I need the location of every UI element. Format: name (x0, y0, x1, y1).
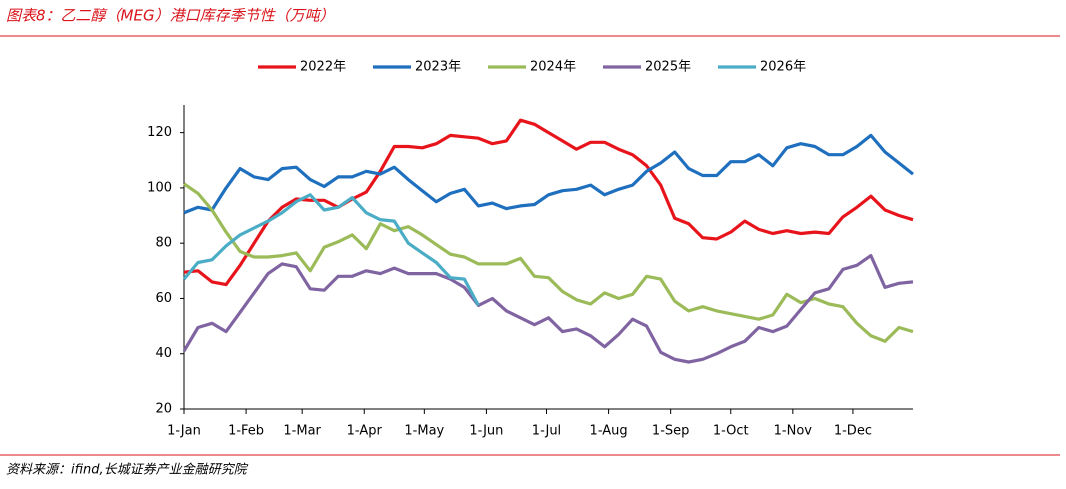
x-tick-label: 1-Aug (590, 424, 628, 439)
x-tick-label: 1-Oct (713, 424, 749, 439)
y-tick-label: 100 (147, 180, 172, 195)
legend-label: 2022年 (300, 60, 346, 75)
x-tick-label: 1-Dec (834, 424, 872, 439)
y-tick-label: 20 (155, 402, 172, 417)
x-tick-label: 1-Apr (347, 424, 383, 439)
series-line (183, 182, 914, 343)
y-tick-label: 120 (147, 125, 172, 140)
y-tick-label: 60 (155, 291, 172, 306)
x-tick-label: 1-Sep (652, 424, 689, 439)
x-tick-label: 1-Nov (774, 424, 813, 439)
y-tick-label: 80 (155, 236, 172, 251)
legend-label: 2023年 (415, 60, 461, 75)
x-tick-label: 1-Mar (283, 424, 321, 439)
x-tick-label: 1-Jul (532, 424, 561, 439)
series-line (183, 118, 914, 287)
x-tick-label: 1-May (404, 424, 444, 439)
legend-label: 2026年 (760, 60, 806, 75)
y-tick-label: 40 (155, 346, 172, 361)
chart-title: 图表8：乙二醇（MEG）港口库存季节性（万吨） (6, 7, 335, 25)
source: 资料来源：ifind,长城证券产业金融研究院 (6, 462, 249, 478)
x-tick-label: 1-Jun (469, 424, 503, 439)
series-line (182, 254, 914, 364)
x-tick-label: 1-Feb (228, 424, 264, 439)
legend-label: 2024年 (530, 60, 576, 75)
series-line (183, 133, 914, 215)
legend-label: 2025年 (645, 60, 691, 75)
x-tick-label: 1-Jan (167, 424, 201, 439)
series-line (182, 193, 480, 307)
